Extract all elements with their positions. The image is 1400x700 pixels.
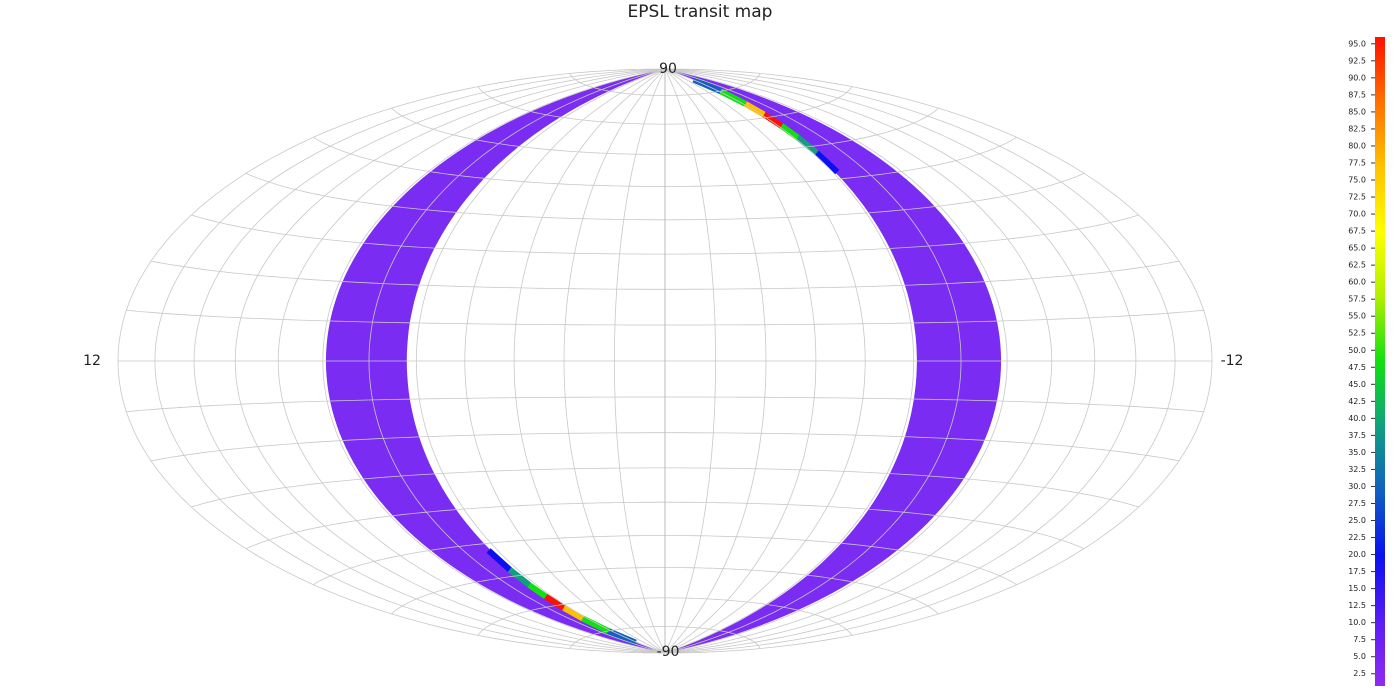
meridian (664, 68, 1176, 654)
meridian (513, 68, 666, 654)
sky-band (665, 69, 1002, 653)
lon-label: -12 (1221, 353, 1244, 369)
colorbar-tick-label: 12.5 (1348, 601, 1366, 610)
colorbar-tick-label: 70.0 (1348, 210, 1366, 219)
hot-streak (762, 111, 784, 129)
meridian (664, 68, 1053, 654)
meridian (664, 68, 1213, 654)
colorbar-tick-label: 87.5 (1348, 90, 1366, 99)
meridian (464, 68, 666, 654)
colorbar-tick-label: 15.0 (1348, 584, 1366, 593)
colorbar-tick-label: 80.0 (1348, 141, 1366, 150)
meridian (614, 68, 666, 654)
colorbar-tick-label: 17.5 (1348, 567, 1366, 576)
colorbar-tick-label: 30.0 (1348, 482, 1366, 491)
hot-streak (527, 582, 548, 600)
lon-label: 12 (83, 353, 101, 369)
hot-streak (779, 123, 800, 140)
colorbar-tick-label: 32.5 (1348, 465, 1366, 474)
colorbar-tick-label: 62.5 (1348, 261, 1366, 270)
hot-streak (719, 88, 747, 107)
meridian (277, 68, 666, 654)
colorbar-tick-label: 92.5 (1348, 56, 1366, 65)
hot-streak (544, 594, 566, 611)
hot-streak (795, 135, 819, 156)
meridian (664, 68, 767, 654)
colorbar-tick-label: 67.5 (1348, 227, 1366, 236)
colorbar-tick-label: 60.0 (1348, 278, 1366, 287)
meridian (664, 68, 1008, 654)
hot-streak (562, 605, 585, 622)
meridian (664, 68, 1137, 654)
hot-streak (507, 567, 531, 588)
meridian (368, 68, 666, 654)
colorbar-tick-label: 72.5 (1348, 193, 1366, 202)
chart-title: EPSL transit map (628, 2, 773, 22)
colorbar-tick-label: 5.0 (1353, 652, 1366, 661)
meridian (664, 68, 1096, 654)
lat-label: -90 (657, 644, 680, 660)
meridian (664, 68, 915, 654)
colorbar-tick-label: 10.0 (1348, 618, 1366, 627)
meridian (322, 68, 666, 654)
meridian (234, 68, 666, 654)
hot-streak (743, 101, 766, 118)
meridian (563, 68, 666, 654)
lat-label: 90 (659, 61, 677, 77)
colorbar-tick-label: 42.5 (1348, 397, 1366, 406)
meridian (664, 68, 962, 654)
colorbar-tick-label: 55.0 (1348, 312, 1366, 321)
hot-streak (581, 615, 610, 634)
colorbar-tick-label: 52.5 (1348, 329, 1366, 338)
colorbar-tick-label: 65.0 (1348, 244, 1366, 253)
colorbar-tick-label: 7.5 (1353, 635, 1366, 644)
hot-streak (814, 150, 840, 175)
colorbar-tick-label: 20.0 (1348, 550, 1366, 559)
colorbar-tick-label: 77.5 (1348, 158, 1366, 167)
colorbar-tick-label: 50.0 (1348, 346, 1366, 355)
colorbar-tick-label: 47.5 (1348, 363, 1366, 372)
colorbar-tick-label: 37.5 (1348, 431, 1366, 440)
colorbar-tick-label: 95.0 (1348, 39, 1366, 48)
colorbar-tick-label: 85.0 (1348, 107, 1366, 116)
colorbar-tick-label: 82.5 (1348, 124, 1366, 133)
sky-band (325, 69, 665, 653)
meridian (664, 68, 817, 654)
colorbar-tick-label: 45.0 (1348, 380, 1366, 389)
colorbar-tick-label: 25.0 (1348, 516, 1366, 525)
hot-streak (607, 628, 637, 646)
colorbar-tick-label: 90.0 (1348, 73, 1366, 82)
colorbar-tick-label: 22.5 (1348, 533, 1366, 542)
colorbar-tick-label: 35.0 (1348, 448, 1366, 457)
colorbar (1375, 37, 1385, 686)
colorbar-tick-label: 57.5 (1348, 295, 1366, 304)
meridian (664, 68, 716, 654)
hot-streak (486, 548, 512, 572)
colorbar-tick-label: 40.0 (1348, 414, 1366, 423)
meridian (154, 68, 666, 654)
colorbar-tick-label: 2.5 (1353, 669, 1366, 678)
meridian (193, 68, 666, 654)
meridian (415, 68, 666, 654)
colorbar-tick-label: 27.5 (1348, 499, 1366, 508)
meridian (117, 68, 666, 654)
meridian (664, 68, 866, 654)
colorbar-tick-label: 75.0 (1348, 176, 1366, 185)
